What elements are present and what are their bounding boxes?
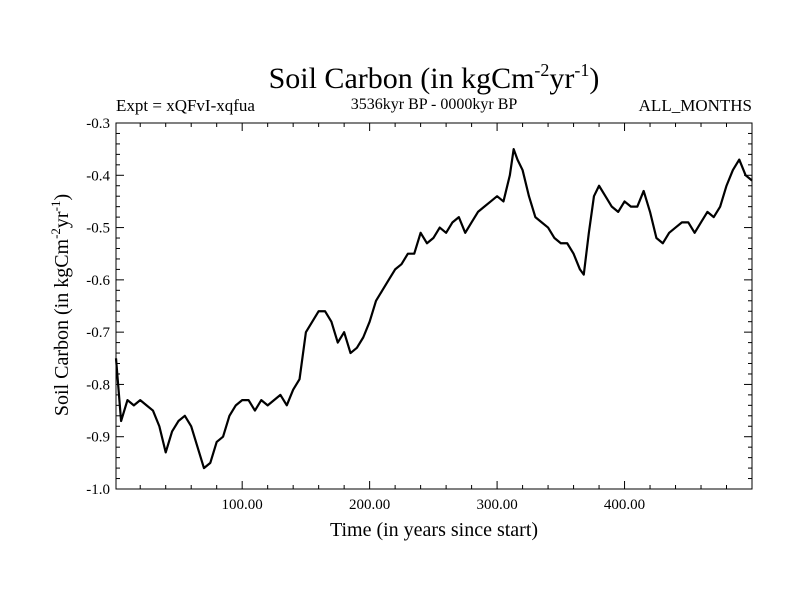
y-tick-label: -0.8 bbox=[86, 377, 110, 393]
y-tick-label: -0.4 bbox=[86, 168, 110, 184]
x-tick-label: 300.00 bbox=[476, 497, 517, 513]
y-tick-label: -1.0 bbox=[86, 482, 110, 498]
ylabel-sup1: -2 bbox=[48, 228, 63, 239]
title-sup2: -1 bbox=[574, 60, 589, 80]
months-label: ALL_MONTHS bbox=[639, 96, 752, 115]
ylabel-main: Soil Carbon (in kgCm bbox=[51, 238, 73, 416]
x-tick-label: 200.00 bbox=[349, 497, 390, 513]
experiment-label: Expt = xQFvI-xqfua bbox=[116, 96, 255, 115]
y-tick-label: -0.7 bbox=[86, 325, 110, 341]
ylabel-end: ) bbox=[51, 194, 73, 201]
title-mid: yr bbox=[549, 62, 574, 95]
y-tick-label: -0.9 bbox=[86, 430, 110, 446]
title-sup1: -2 bbox=[534, 60, 549, 80]
ylabel-mid: yr bbox=[51, 211, 73, 228]
x-tick-label: 400.00 bbox=[604, 497, 645, 513]
y-tick-label: -0.3 bbox=[86, 116, 110, 132]
time-range-label: 3536kyr BP - 0000kyr BP bbox=[351, 96, 518, 113]
y-axis-label: Soil Carbon (in kgCm-2yr-1) bbox=[48, 194, 73, 416]
title-main: Soil Carbon (in kgCm bbox=[269, 62, 535, 95]
x-axis-label: Time (in years since start) bbox=[330, 519, 538, 541]
series-line bbox=[114, 148, 753, 470]
chart-title: Soil Carbon (in kgCm-2yr-1) bbox=[269, 60, 600, 95]
plot-frame bbox=[115, 122, 753, 490]
series-layer bbox=[114, 148, 753, 470]
x-tick-label: 100.00 bbox=[222, 497, 263, 513]
y-tick-label: -0.6 bbox=[86, 273, 110, 289]
ylabel-sup2: -1 bbox=[48, 201, 63, 212]
axis-ticks: -1.0 -0.9 -0.8 -0.7 -0.6 -0.5 -0.4 -0.3 100.00 20… bbox=[86, 116, 752, 513]
y-tick-label: -0.5 bbox=[86, 221, 110, 237]
title-end: ) bbox=[589, 62, 599, 95]
